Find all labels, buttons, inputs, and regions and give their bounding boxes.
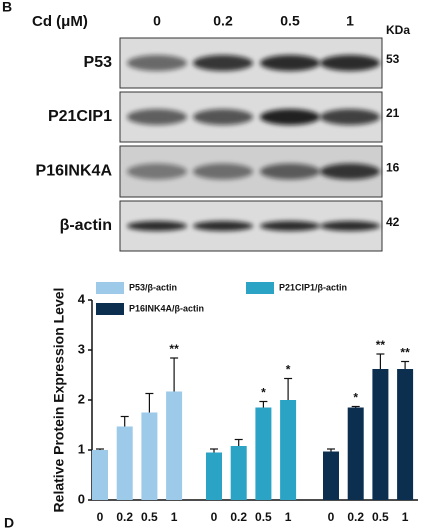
- dose-label: Cd (μM): [32, 13, 88, 30]
- x-tick-label: 0.5: [372, 510, 389, 524]
- blot-band: [320, 221, 380, 231]
- mw-unit: KDa: [386, 23, 410, 37]
- bar: [280, 400, 297, 500]
- error-bar: [401, 360, 410, 369]
- significance: *: [286, 363, 291, 377]
- x-tick-label: 0.2: [347, 510, 364, 524]
- row-label: P16INK4A: [36, 163, 113, 180]
- blot-band: [320, 55, 380, 71]
- blot-band: [193, 55, 253, 71]
- significance: **: [376, 338, 386, 352]
- mw-label: 42: [386, 215, 400, 229]
- bar: [323, 451, 339, 500]
- blot-band: [127, 221, 187, 231]
- blot-band: [260, 163, 320, 180]
- x-tick-label: 1: [171, 510, 178, 524]
- dose: 1: [346, 13, 354, 29]
- row-label: β-actin: [60, 217, 112, 234]
- blot-band: [260, 55, 320, 71]
- legend-label: P16INK4A/β-actin: [129, 303, 204, 313]
- blot-band: [320, 163, 380, 180]
- mw-label: 21: [386, 106, 400, 120]
- bar: [255, 407, 272, 500]
- bar: [230, 446, 247, 500]
- error-bar: [120, 415, 129, 427]
- blot-band: [127, 163, 187, 180]
- error-bar: [170, 357, 179, 392]
- y-tick-label: 3: [78, 341, 85, 356]
- bar: [206, 452, 222, 500]
- x-tick-label: 0: [97, 510, 104, 524]
- bar: [372, 369, 389, 500]
- x-tick-label: 0.5: [255, 510, 272, 524]
- error-bar: [259, 400, 268, 408]
- legend-swatch: [96, 282, 124, 294]
- blot-band: [260, 221, 320, 231]
- y-tick-label: 0: [78, 491, 85, 506]
- bar: [92, 450, 108, 500]
- mw-label: 16: [386, 161, 400, 175]
- blot-band: [127, 55, 187, 71]
- bar: [116, 426, 133, 500]
- legend-swatch: [246, 282, 274, 294]
- significance: **: [400, 346, 410, 360]
- bar: [347, 407, 364, 500]
- y-tick-label: 2: [78, 391, 85, 406]
- x-tick-label: 1: [402, 510, 409, 524]
- significance: **: [169, 342, 179, 356]
- error-bar: [327, 448, 335, 452]
- error-bar: [96, 448, 104, 450]
- legend-label: P53/β-actin: [129, 282, 177, 292]
- bar: [397, 369, 414, 500]
- dose: 0: [153, 13, 161, 29]
- significance: *: [353, 391, 358, 405]
- legend-swatch: [96, 303, 124, 315]
- error-bar: [376, 353, 385, 369]
- x-tick-label: 0: [211, 510, 218, 524]
- x-tick-label: 0.2: [230, 510, 247, 524]
- y-tick-label: 4: [78, 291, 86, 306]
- significance: *: [261, 386, 266, 400]
- error-bar: [210, 448, 218, 453]
- bar: [166, 391, 183, 500]
- blot-band: [127, 109, 187, 125]
- dose: 0.5: [280, 13, 300, 29]
- error-bar: [234, 438, 243, 446]
- legend-label: P21CIP1/β-actin: [279, 282, 347, 292]
- row-label: P21CIP1: [48, 108, 112, 125]
- error-bar: [351, 405, 360, 408]
- blot-band: [320, 109, 380, 125]
- x-tick-label: 0.5: [141, 510, 158, 524]
- blot-band: [260, 109, 320, 125]
- blot-band: [193, 221, 253, 231]
- y-axis-label: Relative Protein Expression Level: [51, 288, 67, 513]
- x-tick-label: 0: [328, 510, 335, 524]
- y-tick-label: 1: [78, 441, 85, 456]
- panel-label: D: [4, 515, 14, 531]
- bar: [141, 412, 158, 500]
- error-bar: [284, 377, 293, 400]
- x-tick-label: 0.2: [116, 510, 133, 524]
- blot-band: [193, 109, 253, 125]
- panel-label: B: [2, 0, 12, 15]
- row-label: P53: [84, 54, 113, 71]
- blot-band: [193, 163, 253, 180]
- mw-label: 53: [386, 52, 400, 66]
- error-bar: [145, 392, 154, 413]
- dose: 0.2: [213, 13, 233, 29]
- x-tick-label: 1: [285, 510, 292, 524]
